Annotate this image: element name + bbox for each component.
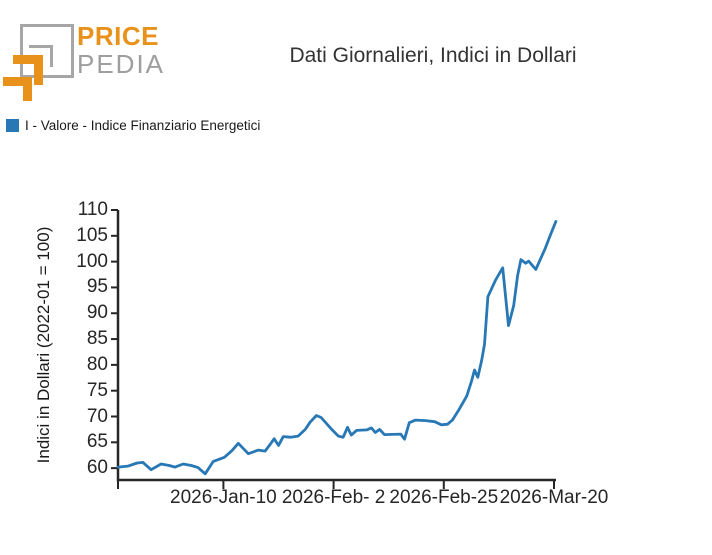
axis-spine <box>116 210 556 482</box>
logo-corner-bracket-orange-icon <box>13 55 43 85</box>
logo-square-icon <box>20 24 74 78</box>
y-tick-label: 90 <box>86 302 108 324</box>
y-tick-label: 100 <box>76 250 108 272</box>
y-tick-label: 80 <box>86 353 108 375</box>
legend: I - Valore - Indice Finanziario Energeti… <box>6 118 260 133</box>
x-tick-label: 2026-Mar-20 <box>499 487 609 508</box>
x-tick-label: 2026-Jan-10 <box>170 487 277 508</box>
legend-label: I - Valore - Indice Finanziario Energeti… <box>25 118 261 133</box>
series-line <box>116 219 558 476</box>
pricepedia-logo <box>0 0 80 110</box>
logo-word-price: PRICE <box>77 21 159 51</box>
y-tick-label: 105 <box>76 224 108 246</box>
y-tick-label: 75 <box>86 379 108 401</box>
x-tick-label: 2026-Feb-25 <box>389 487 499 508</box>
y-tick-label: 65 <box>86 431 108 453</box>
y-tick-label: 70 <box>86 405 108 427</box>
y-tick-label: 60 <box>86 457 108 479</box>
y-axis-title: Indici in Dollari (2022-01 = 100) <box>34 226 53 464</box>
page-title: Dati Giornalieri, Indici in Dollari <box>289 44 577 67</box>
y-tick-label: 110 <box>77 199 108 220</box>
logo-corner-bracket-orange-small-icon <box>3 77 32 101</box>
logo-word-pedia: PEDIA <box>77 49 166 79</box>
y-tick-label: 95 <box>86 276 108 298</box>
logo-text: PRICE PEDIA <box>77 22 165 78</box>
x-tick-label: 2026-Feb- 2 <box>281 487 386 508</box>
logo-corner-bracket-gray-icon <box>29 45 53 67</box>
legend-swatch <box>6 119 19 132</box>
y-tick-label: 85 <box>86 328 108 350</box>
